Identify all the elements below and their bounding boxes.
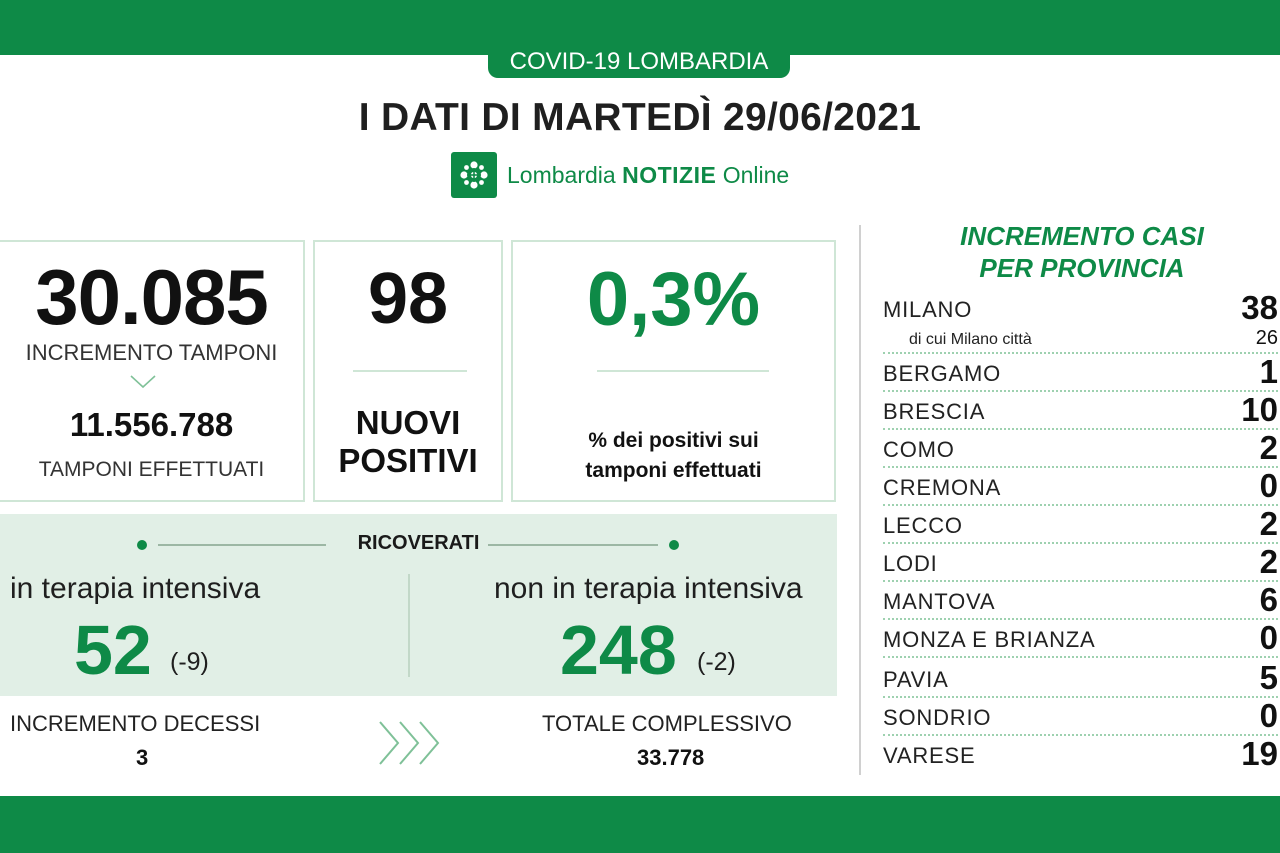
non-intensiva-delta: (-2) bbox=[697, 648, 736, 676]
decessi-increment-label: INCREMENTO DECESSI bbox=[10, 711, 261, 736]
decessi-total-value: 33.778 bbox=[637, 745, 705, 770]
province-value: 10 bbox=[1241, 391, 1278, 428]
divider bbox=[408, 574, 410, 677]
ricoverati-panel: RICOVERATI in terapia intensiva 52 (-9) … bbox=[0, 514, 837, 696]
province-name: MANTOVA bbox=[883, 589, 996, 614]
province-row: BERGAMO 1 bbox=[883, 353, 1278, 392]
bullet-dot-icon bbox=[137, 540, 147, 550]
decessi-increment-value: 3 bbox=[136, 745, 149, 770]
province-name: CREMONA bbox=[883, 475, 1002, 500]
positivi-card: 98 NUOVI POSITIVI bbox=[313, 240, 503, 502]
province-value: 2 bbox=[1259, 505, 1278, 542]
province-row: VARESE 19 bbox=[883, 735, 1278, 772]
province-row: LODI 2 bbox=[883, 543, 1278, 582]
percentuale-card: 0,3% % dei positivi sui tamponi effettua… bbox=[511, 240, 836, 502]
province-row: MANTOVA 6 bbox=[883, 581, 1278, 620]
divider bbox=[353, 370, 467, 372]
province-title: INCREMENTO CASI PER PROVINCIA bbox=[882, 220, 1280, 284]
province-name: MILANO bbox=[883, 297, 973, 322]
chevron-down-icon bbox=[130, 375, 156, 389]
province-value: 1 bbox=[1259, 353, 1278, 390]
province-name: LECCO bbox=[883, 513, 963, 538]
province-row: BRESCIA 10 bbox=[883, 391, 1278, 430]
province-row: CREMONA 0 bbox=[883, 467, 1278, 506]
lombardia-rose-icon bbox=[451, 152, 497, 198]
ricoverati-title: RICOVERATI bbox=[357, 532, 480, 554]
province-row: SONDRIO 0 bbox=[883, 697, 1278, 736]
positivi-label-line2: POSITIVI bbox=[338, 442, 478, 479]
chevron-right-triple-icon bbox=[379, 721, 440, 765]
tamponi-total-label: TAMPONI EFFETTUATI bbox=[38, 458, 265, 481]
non-intensiva-value: 248 bbox=[560, 611, 677, 689]
province-value: 5 bbox=[1259, 659, 1278, 696]
divider bbox=[158, 544, 326, 546]
intensiva-delta: (-9) bbox=[170, 648, 209, 676]
brand-name: Lombardia NOTIZIE Online bbox=[507, 162, 789, 189]
brand-logo: Lombardia NOTIZIE Online bbox=[451, 152, 789, 198]
intensiva-label: in terapia intensiva bbox=[10, 572, 261, 605]
province-value: 0 bbox=[1259, 697, 1278, 734]
positivi-label: NUOVI POSITIVI bbox=[315, 404, 501, 480]
tamponi-increment-label: INCREMENTO TAMPONI bbox=[25, 340, 278, 365]
province-name: MONZA E BRIANZA bbox=[883, 627, 1096, 652]
province-row: di cui Milano città 26 bbox=[883, 326, 1278, 354]
province-value: 6 bbox=[1259, 581, 1278, 618]
province-row: MONZA E BRIANZA 0 bbox=[883, 619, 1278, 658]
province-value: 26 bbox=[1255, 327, 1278, 349]
header-tag: COVID-19 LOMBARDIA bbox=[488, 48, 790, 78]
percentuale-label: % dei positivi sui tamponi effettuati bbox=[513, 426, 834, 486]
province-name: di cui Milano città bbox=[909, 331, 1032, 348]
province-name: LODI bbox=[883, 551, 938, 576]
province-value: 0 bbox=[1259, 467, 1278, 504]
province-value: 19 bbox=[1241, 735, 1278, 772]
province-value: 0 bbox=[1259, 619, 1278, 656]
divider bbox=[488, 544, 658, 546]
province-title-line1: INCREMENTO CASI bbox=[960, 221, 1204, 251]
divider bbox=[859, 225, 861, 775]
province-row: MILANO 38 bbox=[883, 288, 1278, 326]
non-intensiva-label: non in terapia intensiva bbox=[494, 572, 803, 605]
province-name: VARESE bbox=[883, 743, 976, 768]
decessi-total-label: TOTALE COMPLESSIVO bbox=[542, 711, 792, 736]
top-band bbox=[0, 0, 1280, 55]
province-row: PAVIA 5 bbox=[883, 658, 1278, 698]
province-name: PAVIA bbox=[883, 667, 949, 692]
province-name: SONDRIO bbox=[883, 705, 992, 730]
percentuale-label-line2: tamponi effettuati bbox=[585, 459, 762, 482]
province-name: COMO bbox=[883, 437, 955, 462]
intensiva-value: 52 bbox=[74, 611, 152, 689]
divider bbox=[597, 370, 769, 372]
percentuale-label-line1: % dei positivi sui bbox=[588, 429, 759, 452]
province-name: BRESCIA bbox=[883, 399, 986, 424]
brand-name-regular: Lombardia bbox=[507, 161, 616, 188]
province-value: 2 bbox=[1259, 543, 1278, 580]
positivi-label-line1: NUOVI bbox=[355, 404, 461, 441]
province-title-line2: PER PROVINCIA bbox=[979, 253, 1185, 283]
brand-name-bold: NOTIZIE bbox=[622, 161, 717, 188]
province-name: BERGAMO bbox=[883, 361, 1002, 386]
province-row: COMO 2 bbox=[883, 429, 1278, 468]
province-row: LECCO 2 bbox=[883, 505, 1278, 544]
province-value: 38 bbox=[1241, 289, 1278, 326]
tamponi-card: 30.085 INCREMENTO TAMPONI 11.556.788 TAM… bbox=[0, 240, 305, 502]
province-value: 2 bbox=[1259, 429, 1278, 466]
positivi-value: 98 bbox=[367, 259, 449, 339]
brand-name-suffix: Online bbox=[722, 161, 790, 188]
page-title: I DATI DI MARTEDÌ 29/06/2021 bbox=[358, 96, 922, 139]
bottom-band bbox=[0, 796, 1280, 853]
percentuale-value: 0,3% bbox=[586, 257, 761, 342]
bullet-dot-icon bbox=[669, 540, 679, 550]
tamponi-increment: 30.085 bbox=[35, 253, 269, 341]
tamponi-total: 11.556.788 bbox=[69, 406, 234, 443]
